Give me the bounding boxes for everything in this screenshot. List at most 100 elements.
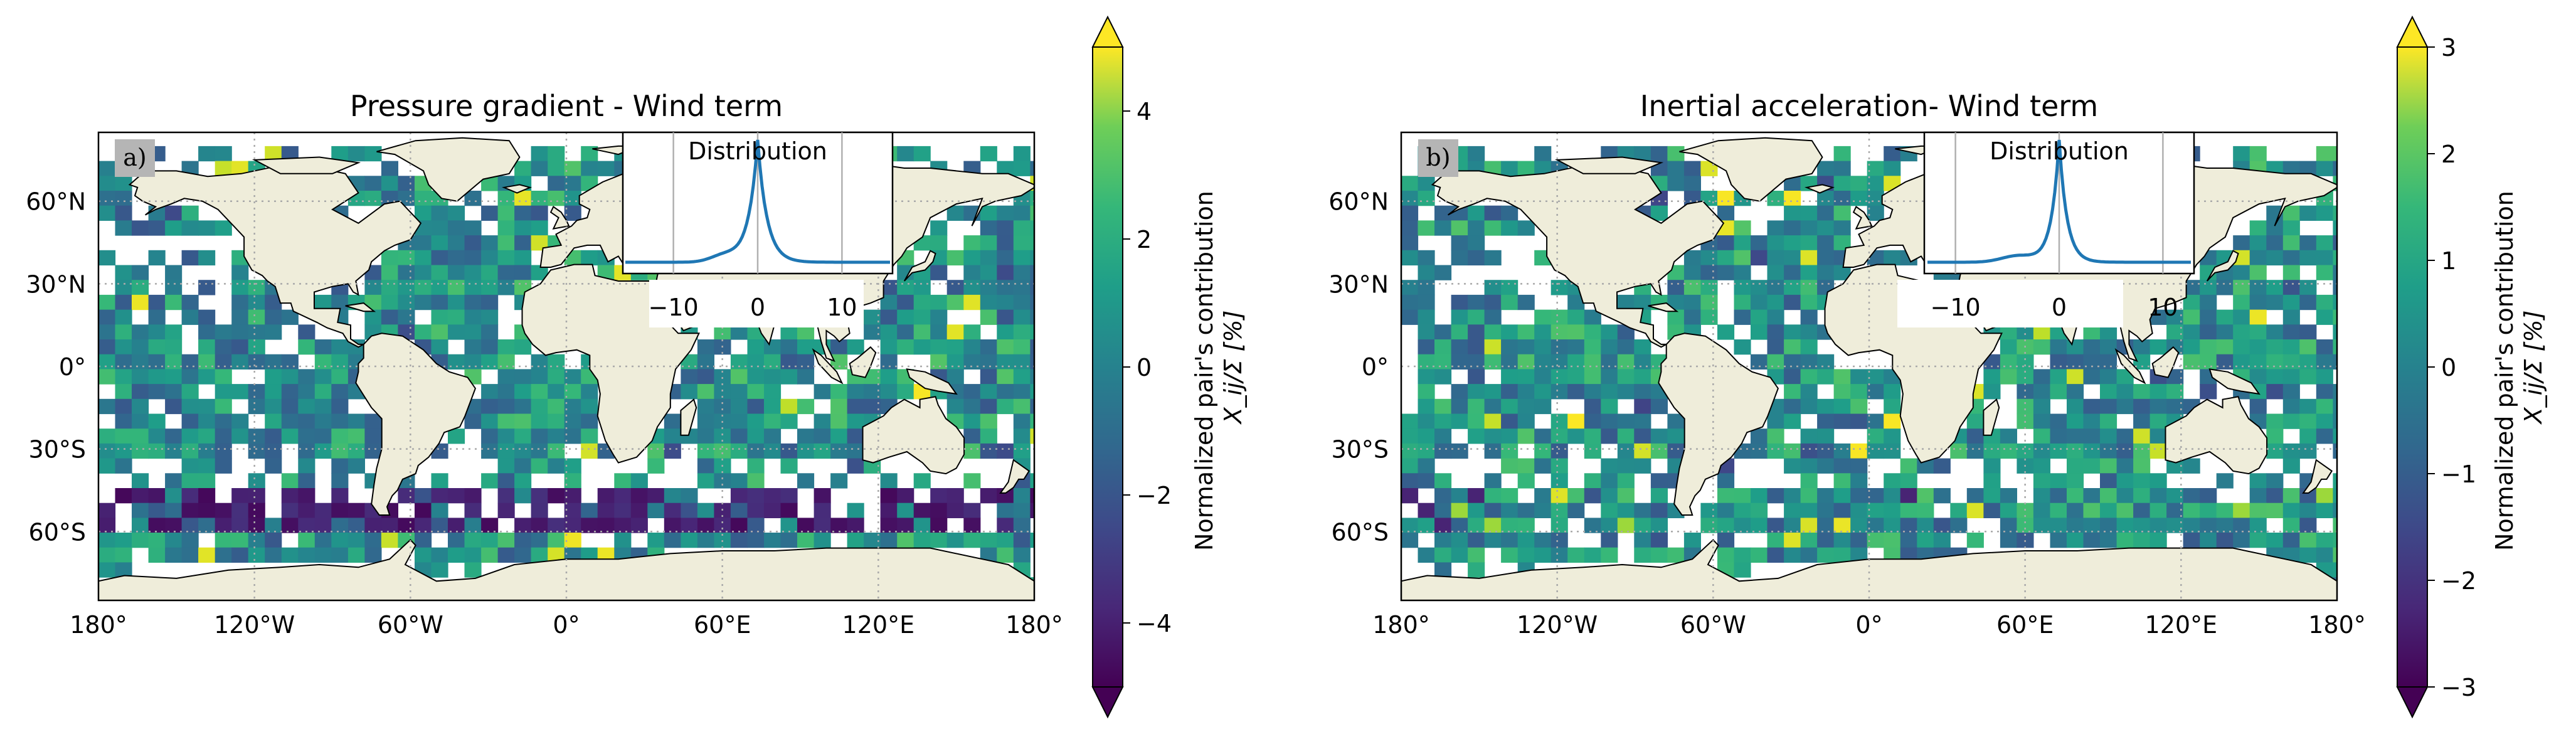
grid-cell (298, 473, 315, 489)
grid-cell (2266, 503, 2284, 518)
grid-cell (2299, 280, 2317, 295)
grid-cell (148, 413, 166, 429)
grid-cell (215, 503, 232, 518)
grid-cell (248, 473, 265, 489)
grid-cell (764, 443, 782, 459)
grid-cell (1468, 533, 1485, 548)
grid-cell (2133, 428, 2151, 444)
grid-cell (198, 547, 216, 563)
grid-cell (115, 488, 132, 504)
grid-cell (265, 413, 282, 429)
land-polygon (1804, 184, 1835, 194)
grid-cell (381, 265, 398, 280)
grid-cell (331, 384, 349, 400)
grid-cell (2266, 413, 2284, 429)
grid-cell (2233, 146, 2250, 162)
grid-cell (980, 369, 997, 385)
grid-cell (1617, 294, 1635, 311)
grid-cell (2183, 458, 2200, 474)
grid-cell (165, 398, 183, 415)
grid-cell (963, 443, 981, 459)
panel-a-colorbar-extend-max (1091, 15, 1124, 48)
grid-cell (1800, 473, 1818, 489)
grid-cell (331, 413, 349, 429)
grid-cell (747, 398, 765, 415)
grid-cell (514, 250, 532, 266)
lon-tick-label: 120°W (1517, 611, 1598, 639)
grid-cell (1817, 533, 1835, 548)
grid-cell (963, 294, 981, 311)
grid-cell (1850, 398, 1868, 415)
grid-cell (2233, 280, 2250, 295)
grid-cell (132, 294, 149, 311)
grid-cell (2299, 413, 2317, 429)
grid-cell (1468, 503, 1485, 518)
grid-cell (2149, 413, 2167, 429)
grid-cell (198, 473, 216, 489)
grid-cell (115, 220, 132, 236)
grid-cell (1817, 443, 1835, 459)
grid-cell (1550, 324, 1568, 340)
grid-cell (215, 443, 232, 459)
grid-cell (347, 146, 365, 162)
grid-cell (997, 443, 1014, 459)
grid-cell (548, 458, 565, 474)
grid-cell (1833, 146, 1851, 162)
grid-cell (1013, 428, 1031, 444)
grid-cell (231, 547, 249, 563)
grid-cell (481, 547, 499, 563)
grid-cell (2266, 250, 2284, 266)
grid-cell (2299, 250, 2317, 266)
grid-cell (1501, 220, 1519, 236)
grid-cell (1850, 503, 1868, 518)
grid-cell (115, 176, 132, 191)
grid-cell (697, 518, 714, 533)
grid-cell (1966, 413, 1984, 429)
grid-cell (1534, 309, 1552, 325)
grid-cell (2299, 533, 2317, 548)
grid-cell (1030, 473, 1034, 489)
grid-cell (897, 294, 914, 311)
grid-cell (2116, 428, 2134, 444)
grid-cell (1833, 518, 1851, 533)
grid-cell (431, 265, 448, 280)
grid-cell (2282, 294, 2300, 311)
grid-cell (581, 443, 598, 459)
grid-cell (1418, 473, 1435, 489)
grid-cell (1717, 324, 1735, 340)
grid-cell (2249, 294, 2267, 311)
grid-cell (2067, 473, 2084, 489)
grid-cell (980, 488, 997, 504)
grid-cell (2316, 413, 2333, 429)
grid-cell (431, 235, 448, 251)
grid-cell (1484, 443, 1502, 459)
grid-cell (181, 488, 199, 504)
grid-cell (181, 518, 199, 533)
grid-cell (730, 428, 748, 444)
grid-cell (148, 250, 166, 266)
grid-cell (1634, 443, 1651, 459)
grid-cell (1468, 146, 1485, 162)
grid-cell (1634, 339, 1651, 355)
grid-cell (1917, 533, 1934, 548)
grid-cell (2282, 339, 2300, 355)
grid-cell (331, 533, 349, 548)
grid-cell (1784, 398, 1801, 415)
grid-cell (2316, 533, 2333, 548)
grid-cell (1484, 398, 1502, 415)
grid-cell (564, 161, 581, 176)
grid-cell (1013, 280, 1031, 295)
grid-cell (1584, 339, 1601, 355)
grid-cell (2067, 354, 2084, 370)
grid-cell (364, 146, 382, 162)
grid-cell (664, 503, 681, 518)
grid-cell (1867, 443, 1884, 459)
grid-cell (2282, 533, 2300, 548)
grid-cell (1800, 220, 1818, 236)
grid-cell (1030, 161, 1034, 176)
grid-cell (2033, 384, 2050, 400)
grid-cell (1030, 191, 1034, 206)
grid-cell (1734, 503, 1751, 518)
grid-cell (2100, 339, 2118, 355)
grid-cell (730, 384, 748, 400)
